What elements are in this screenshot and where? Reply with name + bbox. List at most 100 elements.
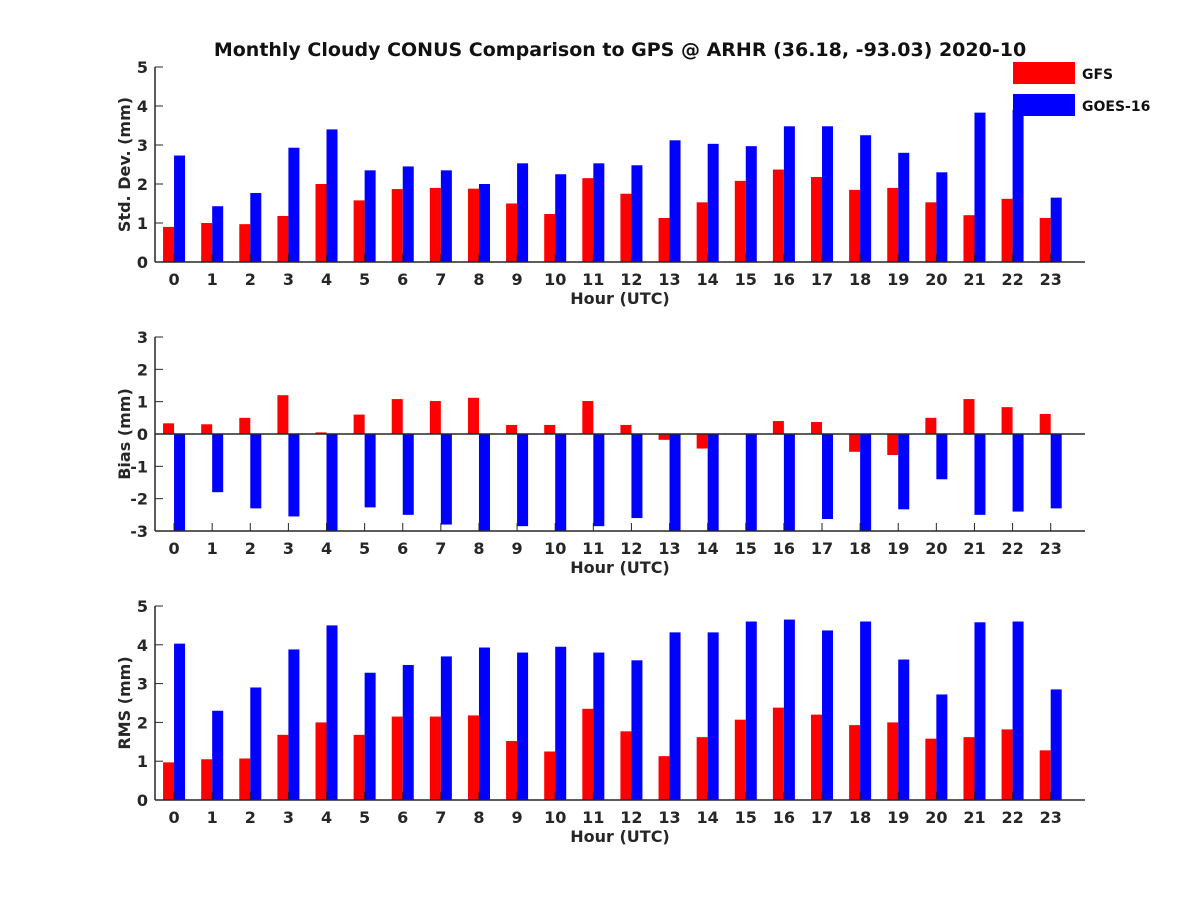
- y-tick-label: -3: [130, 522, 148, 541]
- x-tick-label: 1: [207, 539, 218, 558]
- y-tick-label: 0: [137, 791, 148, 810]
- bar-goes-16-hour-22: [1012, 109, 1024, 263]
- x-tick-label: 21: [963, 270, 985, 289]
- x-tick-label: 9: [512, 808, 523, 827]
- x-tick-label: 3: [283, 539, 294, 558]
- x-tick-label: 5: [359, 539, 370, 558]
- y-tick-label: 0: [137, 253, 148, 272]
- bar-gfs-hour-12: [620, 731, 632, 800]
- bar-gfs-hour-18: [849, 434, 861, 452]
- bar-gfs-hour-5: [353, 734, 365, 800]
- x-tick-label: 14: [697, 808, 719, 827]
- bar-goes-16-hour-5: [364, 170, 376, 262]
- bar-gfs-hour-19: [887, 434, 899, 456]
- x-axis-label: Hour (UTC): [570, 289, 670, 308]
- bar-gfs-hour-9: [506, 741, 518, 800]
- bar-goes-16-hour-11: [593, 434, 605, 527]
- x-tick-label: 18: [849, 808, 871, 827]
- bar-goes-16-hour-2: [250, 434, 262, 509]
- bar-goes-16-hour-3: [288, 649, 300, 800]
- bar-goes-16-hour-16: [783, 619, 795, 800]
- y-tick-label: 2: [137, 175, 148, 194]
- bar-gfs-hour-14: [696, 737, 708, 800]
- x-tick-label: 9: [512, 539, 523, 558]
- x-tick-label: 8: [473, 808, 484, 827]
- bar-gfs-hour-2: [239, 224, 251, 262]
- bar-goes-16-hour-0: [174, 643, 186, 800]
- bar-goes-16-hour-18: [860, 135, 872, 262]
- bar-goes-16-hour-1: [212, 434, 224, 493]
- y-tick-label: 5: [137, 58, 148, 77]
- x-tick-label: 13: [658, 539, 680, 558]
- bar-goes-16-hour-2: [250, 687, 262, 800]
- x-tick-label: 17: [811, 808, 833, 827]
- bar-gfs-hour-4: [315, 722, 327, 800]
- x-tick-label: 16: [773, 539, 795, 558]
- x-tick-label: 20: [925, 808, 947, 827]
- bar-goes-16-hour-6: [402, 166, 414, 262]
- x-tick-label: 17: [811, 270, 833, 289]
- bar-goes-16-hour-7: [440, 434, 452, 525]
- bar-gfs-hour-15: [734, 180, 746, 262]
- bar-goes-16-hour-6: [402, 664, 414, 800]
- bar-gfs-hour-19: [887, 722, 899, 800]
- bar-goes-16-hour-14: [707, 434, 719, 531]
- y-tick-label: -2: [130, 490, 148, 509]
- bar-gfs-hour-12: [620, 193, 632, 262]
- bar-goes-16-hour-20: [936, 694, 948, 800]
- x-tick-label: 15: [735, 539, 757, 558]
- bar-gfs-hour-22: [1001, 407, 1013, 434]
- bar-gfs-hour-3: [277, 734, 289, 800]
- bar-gfs-hour-15: [734, 719, 746, 800]
- bar-gfs-hour-20: [925, 738, 937, 800]
- bar-goes-16-hour-13: [669, 140, 681, 262]
- bar-gfs-hour-22: [1001, 198, 1013, 262]
- bar-gfs-hour-17: [811, 176, 823, 262]
- chart-title: Monthly Cloudy CONUS Comparison to GPS @…: [214, 39, 1026, 61]
- bar-goes-16-hour-6: [402, 434, 414, 515]
- x-tick-label: 7: [435, 539, 446, 558]
- x-tick-label: 8: [473, 539, 484, 558]
- bar-goes-16-hour-3: [288, 434, 300, 517]
- x-tick-label: 9: [512, 270, 523, 289]
- x-tick-label: 20: [925, 539, 947, 558]
- bar-gfs-hour-10: [544, 424, 556, 434]
- bar-gfs-hour-13: [658, 434, 670, 440]
- bar-gfs-hour-19: [887, 187, 899, 262]
- bar-goes-16-hour-20: [936, 434, 948, 480]
- bar-gfs-hour-11: [582, 178, 594, 262]
- bar-goes-16-hour-2: [250, 192, 262, 262]
- bar-gfs-hour-22: [1001, 729, 1013, 800]
- bar-gfs-hour-8: [467, 397, 479, 434]
- x-tick-label: 19: [887, 808, 909, 827]
- x-tick-label: 4: [321, 808, 332, 827]
- bar-gfs-hour-1: [201, 424, 213, 434]
- bar-gfs-hour-11: [582, 708, 594, 800]
- x-tick-label: 3: [283, 270, 294, 289]
- x-tick-label: 1: [207, 808, 218, 827]
- bar-goes-16-hour-15: [745, 621, 757, 800]
- x-tick-label: 1: [207, 270, 218, 289]
- x-tick-label: 6: [397, 539, 408, 558]
- y-tick-label: 2: [137, 360, 148, 379]
- bar-goes-16-hour-9: [517, 434, 529, 527]
- bar-gfs-hour-5: [353, 414, 365, 434]
- bar-gfs-hour-20: [925, 417, 937, 434]
- bar-goes-16-hour-12: [631, 165, 643, 262]
- bar-gfs-hour-3: [277, 395, 289, 434]
- x-tick-label: 5: [359, 270, 370, 289]
- bar-gfs-hour-7: [429, 401, 441, 434]
- x-tick-label: 5: [359, 808, 370, 827]
- x-tick-label: 2: [245, 808, 256, 827]
- x-tick-label: 11: [582, 808, 604, 827]
- x-tick-label: 4: [321, 270, 332, 289]
- bar-gfs-hour-5: [353, 200, 365, 262]
- bar-goes-16-hour-22: [1012, 621, 1024, 800]
- bar-gfs-hour-3: [277, 215, 289, 262]
- x-tick-label: 22: [1001, 270, 1023, 289]
- x-tick-label: 8: [473, 270, 484, 289]
- bar-gfs-hour-18: [849, 725, 861, 800]
